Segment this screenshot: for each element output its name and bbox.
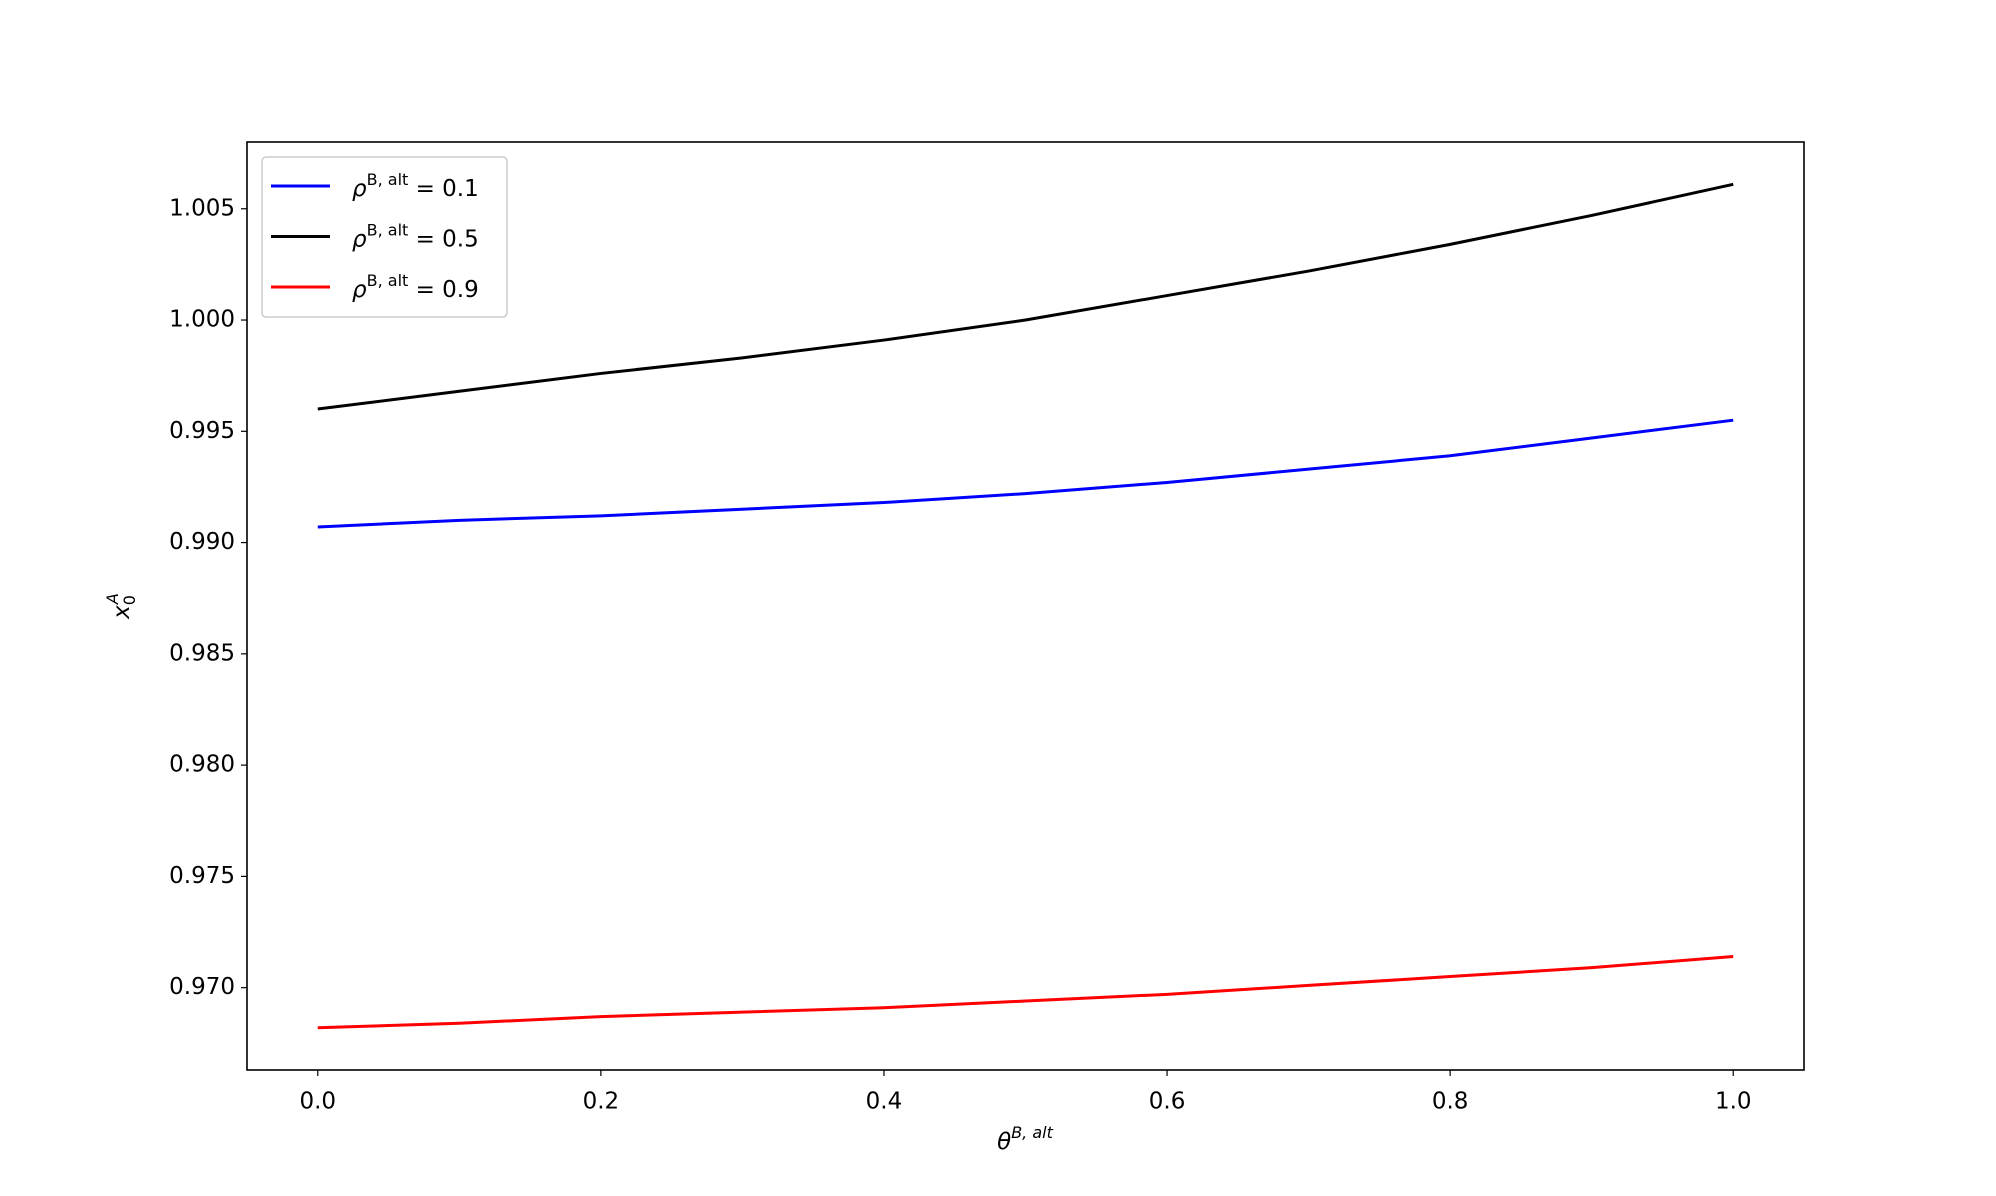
legend-label: ρB, alt = 0.9 xyxy=(352,271,479,303)
x-tick-label: 0.6 xyxy=(1149,1089,1186,1115)
y-tick-label: 1.005 xyxy=(169,195,235,221)
legend-label: ρB, alt = 0.5 xyxy=(352,220,479,252)
x-axis-label: θB, alt xyxy=(997,1123,1053,1155)
x-tick-label: 0.2 xyxy=(583,1089,620,1115)
line-series xyxy=(317,418,1734,529)
y-tick-label: 0.980 xyxy=(169,752,235,778)
axes-frame xyxy=(246,141,1805,1071)
y-tick-label: 1.000 xyxy=(169,307,235,333)
legend-label: ρB, alt = 0.1 xyxy=(352,170,479,202)
y-axis-label: x0A xyxy=(103,593,139,620)
x-tick-label: 0.8 xyxy=(1432,1089,1469,1115)
line-series xyxy=(317,955,1734,1030)
y-tick-label: 0.995 xyxy=(169,418,235,444)
y-tick-label: 0.985 xyxy=(169,640,235,666)
x-tick-label: 0.4 xyxy=(866,1089,903,1115)
legend-box xyxy=(261,156,508,318)
y-tick-label: 0.975 xyxy=(169,863,235,889)
y-tick-label: 0.990 xyxy=(169,529,235,555)
x-tick-label: 1.0 xyxy=(1715,1089,1752,1115)
y-tick-label: 0.970 xyxy=(169,974,235,1000)
line-series xyxy=(317,182,1734,411)
x-tick-label: 0.0 xyxy=(299,1089,336,1115)
